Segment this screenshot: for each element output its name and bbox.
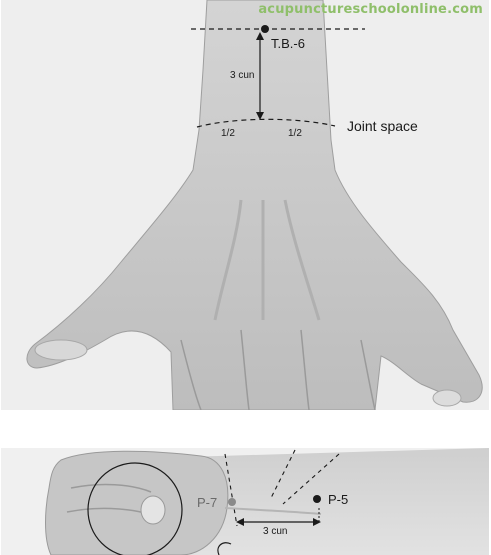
- dorsal-hand-drawing: [26, 0, 483, 410]
- distance-label-bottom: 3 cun: [263, 526, 288, 537]
- half-right-label: 1/2: [288, 128, 302, 139]
- watermark: acupunctureschoolonline.com: [258, 2, 483, 17]
- joint-space-label: Joint space: [347, 118, 418, 134]
- palmar-wrist-figure: P-7 P-5 3 cun: [1, 448, 489, 555]
- palmar-wrist-drawing: [45, 448, 489, 555]
- tb6-point-marker: [261, 25, 269, 33]
- p5-label: P-5: [328, 492, 349, 507]
- hand-silhouette: [26, 0, 483, 410]
- half-left-label: 1/2: [221, 128, 235, 139]
- dorsal-hand-figure: acupunctureschoolonline.com T.B.-6 3 cun…: [1, 0, 489, 410]
- p5-point-marker: [313, 495, 321, 503]
- distance-label-top: 3 cun: [230, 70, 255, 81]
- tb6-label: T.B.-6: [271, 36, 305, 51]
- p7-label: P-7: [197, 495, 218, 510]
- p7-point-marker: [228, 498, 236, 506]
